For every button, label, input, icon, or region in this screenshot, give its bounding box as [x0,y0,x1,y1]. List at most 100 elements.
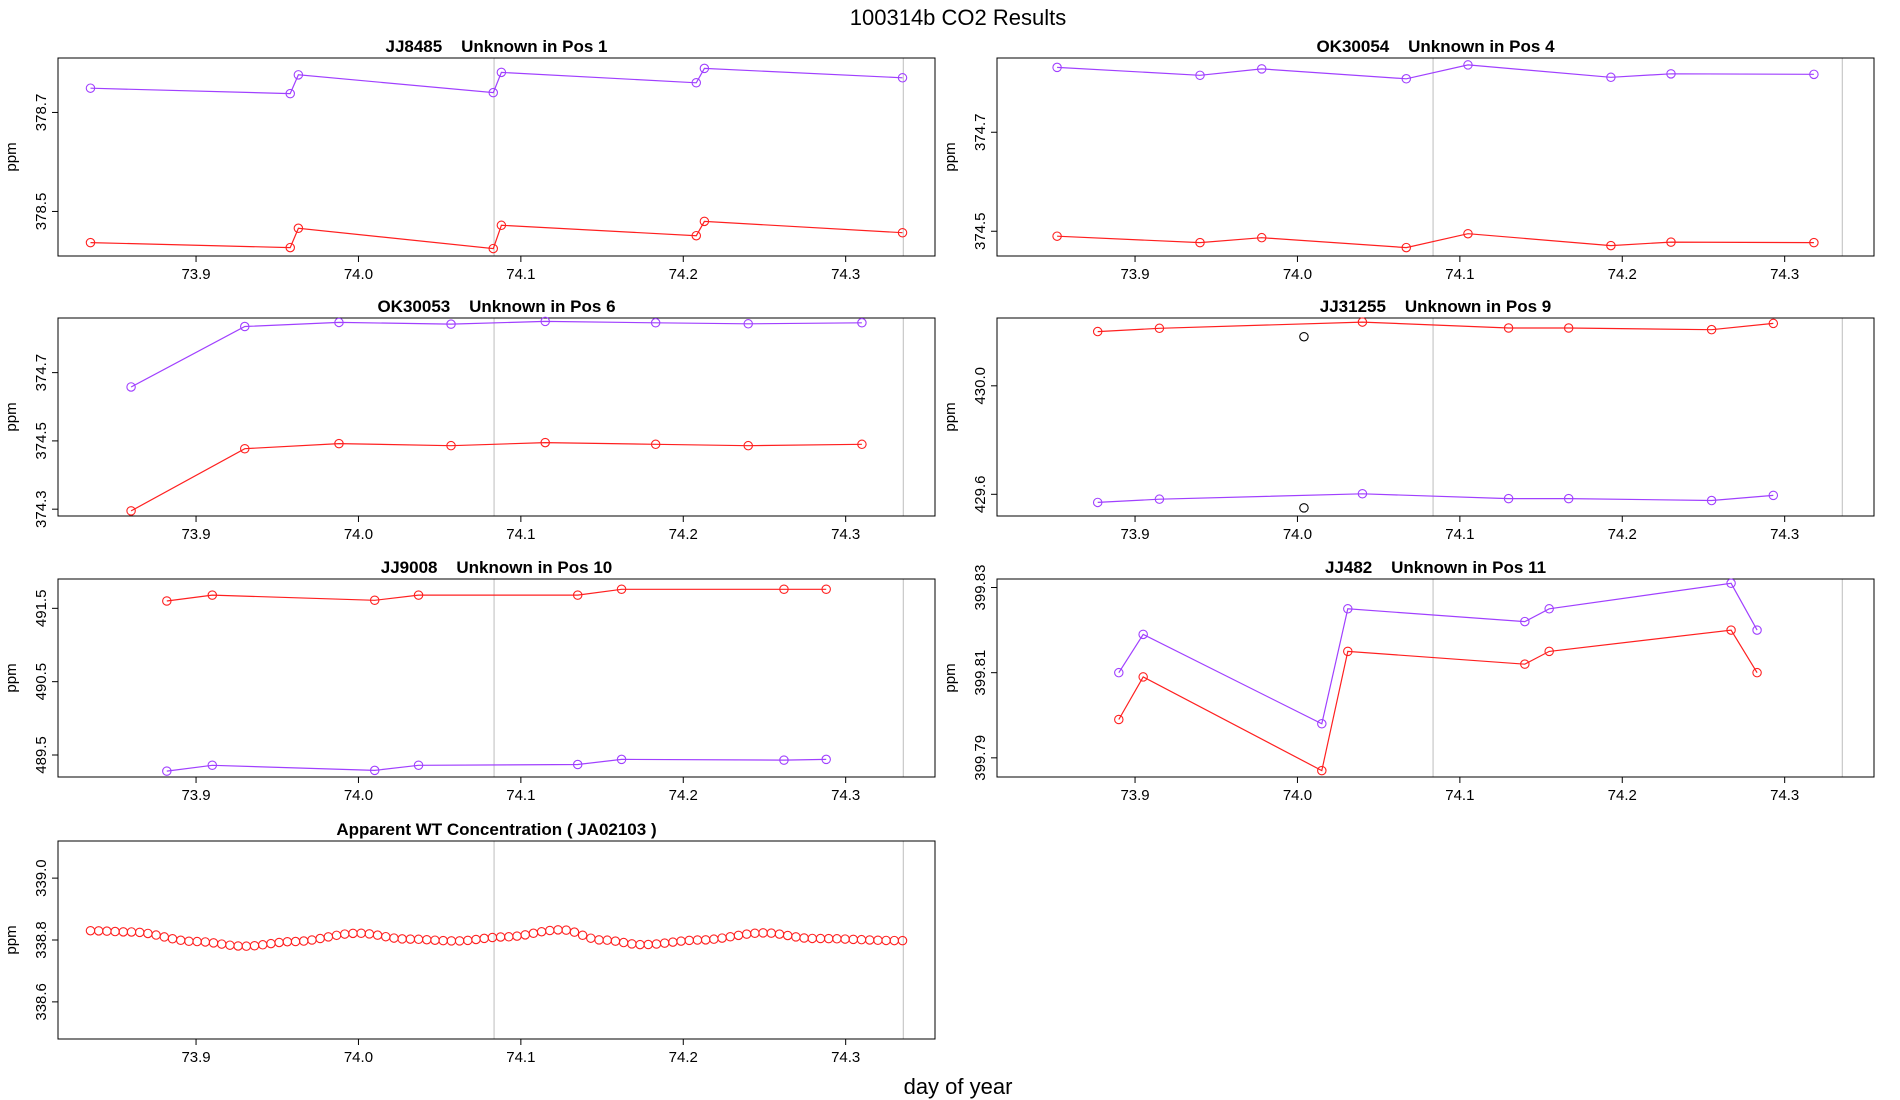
x-tick-label: 74.3 [831,526,860,543]
wt-concentration-point [93,926,104,936]
wt-concentration-point [741,929,752,939]
data-point-red [1520,659,1530,669]
wt-concentration-point [463,935,473,946]
wt-concentration-point [700,935,711,945]
wt-concentration-point [348,928,358,939]
wt-concentration-point [569,927,580,937]
x-tick-label: 74.2 [669,266,698,283]
wt-concentration-point [216,939,227,949]
wt-concentration-point [848,934,859,945]
plot-frame [996,578,1875,778]
wt-concentration-point [118,927,129,937]
data-point-red [413,590,424,600]
wt-concentration-point [159,932,170,942]
data-point-purple [446,319,456,329]
panel-title: JJ8485 Unknown in Pos 1 [385,37,607,56]
y-tick-label: 374.7 [972,113,989,151]
data-point-red [1666,237,1676,247]
x-tick-label: 74.0 [1283,787,1312,804]
data-point-purple [540,316,550,327]
wt-concentration-point [782,930,793,941]
data-point-red [699,216,710,227]
panel-title: OK30053 Unknown in Pos 6 [377,297,615,316]
series-line-purple [90,67,903,95]
wt-concentration-point [151,930,161,940]
figure-title: 100314b CO2 Results [850,5,1066,30]
wt-concentration-point [586,933,596,943]
wt-concentration-point [422,934,432,945]
data-point-purple [1544,604,1554,614]
x-tick-label: 74.1 [1445,787,1474,804]
wt-concentration-point [717,933,727,943]
data-point-red [293,223,304,234]
data-point-purple [496,67,507,78]
wt-concentration-point [840,934,850,944]
data-point-purple [743,319,753,329]
wt-concentration-point [479,933,489,944]
wt-concentration-point [126,927,137,937]
y-axis-label: ppm [3,402,20,431]
data-point-purple [1138,629,1148,640]
data-point-red [691,230,702,241]
data-point-red [821,584,831,595]
data-point-purple [857,318,867,328]
wt-concentration-point [832,934,842,944]
y-tick-label: 338.8 [33,921,50,959]
series-line-purple [1118,582,1758,725]
data-point-purple [1256,64,1267,74]
wt-concentration-point [430,935,440,945]
wt-concentration-point [134,927,145,938]
wt-concentration-point [102,926,112,936]
wt-concentration-point [545,925,555,936]
data-point-red [650,439,661,450]
data-point-red [1195,237,1205,248]
x-tick-label: 74.1 [506,266,535,283]
y-tick-label: 374.5 [33,422,50,460]
x-tick-label: 74.1 [1445,526,1474,543]
panel-title: JJ31255 Unknown in Pos 9 [1320,297,1551,316]
y-tick-label: 374.5 [972,212,989,250]
data-point-purple [85,83,96,93]
wt-concentration-point [766,928,777,938]
x-tick-label: 74.2 [669,787,698,804]
data-point-purple [572,759,583,770]
wt-concentration-point [758,928,768,938]
wt-concentration-point [651,939,662,949]
y-tick-label: 399.79 [972,735,989,781]
data-point-red [779,584,789,595]
panel-p3: OK30053 Unknown in Pos 6 ppm 73.9 74.0 74.1 7… [3,297,936,543]
y-axis-label: ppm [942,402,959,431]
y-tick-label: 338.6 [33,983,50,1021]
wt-concentration-point [298,936,309,946]
wt-concentration-point [364,929,375,939]
data-point-red [1768,318,1779,329]
data-point-purple [293,70,304,80]
data-point-red [1343,646,1353,657]
x-tick-label: 74.3 [831,1049,860,1066]
data-point-red [1114,714,1124,725]
wt-concentration-point [528,928,539,939]
data-point-purple [1752,625,1762,635]
wt-concentration-point [290,936,301,947]
plot-frame [57,317,936,517]
data-point-purple [126,382,136,392]
data-point-red [1809,237,1819,248]
x-tick-label: 74.3 [1770,526,1799,543]
data-point-purple [1563,493,1574,504]
wt-concentration-point [823,933,834,944]
plot-frame [57,578,936,778]
x-tick-label: 74.3 [831,787,860,804]
panels: JJ8485 Unknown in Pos 1 ppm 73.9 74.0 74.1 74… [3,37,1875,1066]
wt-concentration-point [815,933,826,944]
data-point-purple [413,760,424,771]
data-point-red [1503,323,1514,333]
data-point-purple [1154,494,1165,504]
wt-concentration-point [405,934,416,944]
series-line-red [166,588,827,602]
data-point-purple [240,321,250,332]
data-point-purple [650,318,661,328]
data-point-red [1317,765,1327,776]
outlier-point [1299,331,1309,342]
wt-concentration-point [323,932,334,942]
wt-concentration-point [897,935,908,946]
